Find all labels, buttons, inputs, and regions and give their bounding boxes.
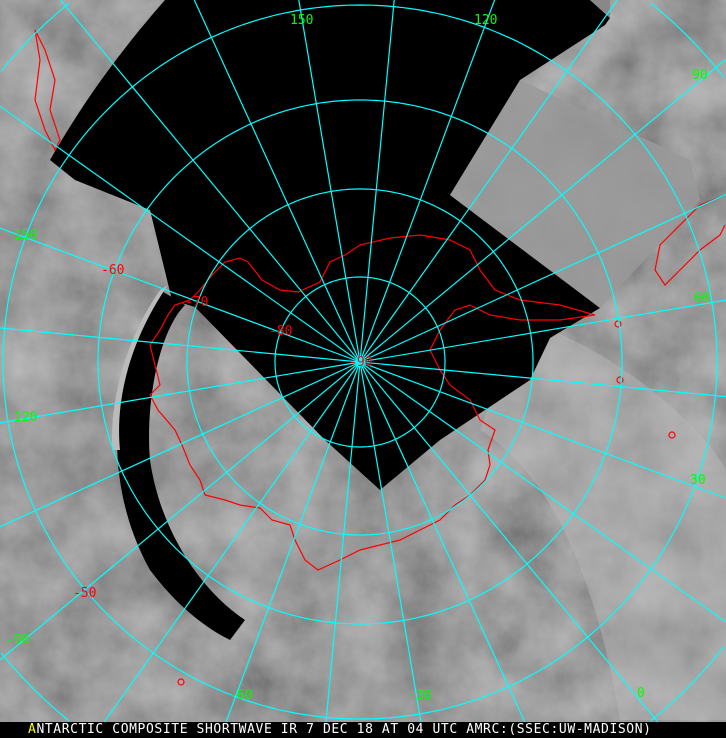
meridian-line bbox=[359, 58, 726, 363]
latitude-label: -70 bbox=[185, 295, 208, 310]
island-coastline bbox=[668, 431, 676, 439]
bright-cloud-band bbox=[480, 320, 726, 720]
latitude-circle bbox=[186, 188, 534, 536]
longitude-label: -150 bbox=[6, 228, 37, 243]
latitude-circle bbox=[2, 4, 718, 720]
meridian-line bbox=[325, 361, 361, 722]
antarctica-coastline bbox=[149, 234, 596, 571]
meridian-line bbox=[359, 361, 726, 499]
meridian-line bbox=[359, 361, 659, 722]
meridian-line bbox=[0, 361, 361, 661]
longitude-label: 90 bbox=[692, 68, 708, 83]
coastline bbox=[34, 29, 726, 686]
longitude-label: -60 bbox=[229, 688, 252, 703]
meridian-line bbox=[359, 0, 618, 363]
meridian-line bbox=[359, 299, 726, 363]
meridian-line bbox=[359, 361, 726, 623]
no-data-crescent bbox=[117, 290, 245, 640]
meridian-line bbox=[225, 361, 361, 722]
longitude-label: 60 bbox=[694, 291, 710, 306]
meridian-line bbox=[359, 0, 496, 363]
latitude-label: -60 bbox=[101, 263, 124, 278]
meridian-line bbox=[0, 361, 361, 528]
caption-text: NTARCTIC COMPOSITE SHORTWAVE IR 7 DEC 18… bbox=[36, 722, 652, 737]
meridian-line bbox=[193, 0, 361, 363]
lat-lon-grid bbox=[0, 0, 726, 722]
meridian-line bbox=[298, 0, 361, 363]
latitude-circle bbox=[274, 276, 446, 448]
meridian-line bbox=[359, 361, 726, 398]
grid-labels: 150 120 90 60 30 0 -30 -60 -90 -120 -150 -50 -60 -70 -… bbox=[6, 13, 710, 703]
longitude-label: 150 bbox=[290, 13, 313, 28]
meridian-line bbox=[0, 327, 361, 363]
top-right-imagery-patch bbox=[590, 0, 610, 18]
meridian-line bbox=[0, 227, 361, 363]
meridian-line bbox=[359, 0, 395, 363]
island-coastline bbox=[177, 678, 185, 686]
longitude-label: 120 bbox=[474, 13, 497, 28]
island-coastline bbox=[614, 320, 622, 328]
latitude-circle bbox=[0, 2, 725, 722]
no-data-region-top bbox=[50, 0, 610, 490]
latitude-label: -80 bbox=[269, 324, 292, 339]
island-coastline bbox=[616, 376, 624, 384]
meridian-line bbox=[0, 105, 361, 363]
latitude-label: -50 bbox=[73, 586, 96, 601]
longitude-label: 30 bbox=[690, 473, 706, 488]
image-caption: ANTARCTIC COMPOSITE SHORTWAVE IR 7 DEC 1… bbox=[0, 722, 726, 738]
longitude-label: 0 bbox=[637, 686, 645, 701]
south-america-coastline bbox=[654, 194, 726, 286]
longitude-label: -120 bbox=[6, 410, 37, 425]
meridian-line bbox=[0, 361, 361, 424]
latitude-circle bbox=[97, 99, 623, 625]
meridian-line bbox=[60, 0, 361, 363]
meridian-line bbox=[359, 193, 726, 363]
meridian-line bbox=[359, 361, 526, 722]
meridian-line bbox=[103, 361, 361, 722]
new-zealand-coastline bbox=[34, 29, 61, 152]
composite-ir-image: 150 120 90 60 30 0 -30 -60 -90 -120 -150 -50 -60 -70 -… bbox=[0, 0, 726, 722]
latitude-label: -90 bbox=[349, 355, 372, 370]
longitude-label: -90 bbox=[6, 633, 29, 648]
caption-first-letter: A bbox=[28, 722, 37, 737]
meridian-line bbox=[359, 361, 422, 722]
longitude-label: -30 bbox=[408, 688, 431, 703]
